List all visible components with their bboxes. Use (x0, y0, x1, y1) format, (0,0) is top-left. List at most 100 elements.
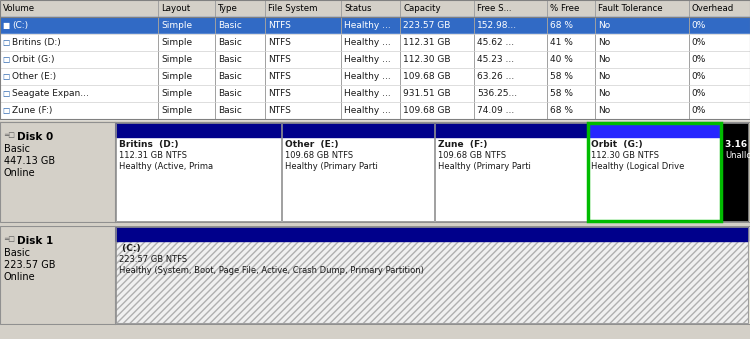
Text: Other (E:): Other (E:) (12, 72, 56, 81)
Text: No: No (598, 106, 610, 115)
Text: ═□: ═□ (4, 236, 15, 242)
Text: Simple: Simple (161, 55, 192, 64)
Text: No: No (598, 55, 610, 64)
Bar (0, 0, 750, 17)
Text: Healthy ...: Healthy ... (344, 106, 391, 115)
Bar (722, 123, 748, 221)
Bar (0, 226, 750, 324)
Text: Healthy (Primary Parti: Healthy (Primary Parti (285, 162, 378, 171)
Bar (0, 226, 750, 324)
Text: 68 %: 68 % (550, 21, 573, 30)
Text: ■: ■ (2, 21, 9, 30)
Text: Volume: Volume (3, 4, 35, 13)
Bar (0, 68, 750, 85)
Bar (116, 227, 748, 323)
Text: 0%: 0% (692, 106, 706, 115)
Text: Online: Online (4, 272, 36, 282)
Text: 63.26 ...: 63.26 ... (477, 72, 514, 81)
Bar (116, 123, 280, 221)
Text: Capacity: Capacity (404, 4, 441, 13)
Bar (116, 227, 748, 323)
Bar (0, 85, 750, 102)
Bar (0, 0, 750, 119)
Text: 109.68 GB NTFS: 109.68 GB NTFS (438, 151, 506, 160)
Text: Basic: Basic (4, 248, 30, 258)
Text: 536.25...: 536.25... (477, 89, 517, 98)
Text: 109.68 GB: 109.68 GB (404, 106, 451, 115)
Text: 0%: 0% (692, 38, 706, 47)
Bar (435, 123, 587, 137)
Bar (0, 102, 750, 119)
Text: Orbit  (G:): Orbit (G:) (591, 140, 643, 149)
Text: Healthy (Active, Prima: Healthy (Active, Prima (119, 162, 213, 171)
Text: NTFS: NTFS (268, 72, 291, 81)
Text: (C:): (C:) (12, 21, 28, 30)
Text: Healthy ...: Healthy ... (344, 38, 391, 47)
Text: Zune (F:): Zune (F:) (12, 106, 53, 115)
Text: Healthy ...: Healthy ... (344, 21, 391, 30)
Text: Basic: Basic (218, 89, 242, 98)
Text: Fault Tolerance: Fault Tolerance (598, 4, 663, 13)
Text: Healthy (Primary Parti: Healthy (Primary Parti (438, 162, 531, 171)
Text: 68 %: 68 % (550, 106, 573, 115)
Text: 74.09 ...: 74.09 ... (477, 106, 514, 115)
Text: Simple: Simple (161, 72, 192, 81)
Text: Disk 0: Disk 0 (17, 132, 53, 142)
Text: 112.31 GB: 112.31 GB (404, 38, 451, 47)
Text: 0%: 0% (692, 55, 706, 64)
Text: % Free: % Free (550, 4, 580, 13)
Bar (588, 123, 722, 221)
Text: No: No (598, 38, 610, 47)
Text: 45.23 ...: 45.23 ... (477, 55, 514, 64)
Text: 152.98...: 152.98... (477, 21, 517, 30)
Text: Basic: Basic (4, 144, 30, 154)
Text: Orbit (G:): Orbit (G:) (12, 55, 55, 64)
Text: □: □ (2, 89, 9, 98)
Text: □: □ (2, 72, 9, 81)
Text: Basic: Basic (218, 38, 242, 47)
Text: Disk 1: Disk 1 (17, 236, 53, 246)
Text: No: No (598, 89, 610, 98)
Text: □: □ (2, 106, 9, 115)
Bar (116, 227, 748, 241)
Text: Healthy ...: Healthy ... (344, 89, 391, 98)
Bar (282, 123, 434, 221)
Text: Simple: Simple (161, 38, 192, 47)
Text: Healthy (System, Boot, Page File, Active, Crash Dump, Primary Partition): Healthy (System, Boot, Page File, Active… (119, 266, 424, 275)
Text: Healthy ...: Healthy ... (344, 55, 391, 64)
Text: No: No (598, 72, 610, 81)
Text: 58 %: 58 % (550, 72, 573, 81)
Bar (588, 123, 722, 221)
Text: Layout: Layout (161, 4, 190, 13)
Text: (C:): (C:) (119, 244, 141, 253)
Bar (282, 123, 434, 137)
Text: Basic: Basic (218, 106, 242, 115)
Text: □: □ (2, 38, 9, 47)
Bar (116, 123, 280, 137)
Text: Overhead: Overhead (692, 4, 734, 13)
Bar (0, 122, 750, 222)
Text: Simple: Simple (161, 106, 192, 115)
Text: 58 %: 58 % (550, 89, 573, 98)
Text: 223.57 GB: 223.57 GB (4, 260, 55, 270)
Bar (282, 123, 434, 221)
Text: 45.62 ...: 45.62 ... (477, 38, 514, 47)
Text: Simple: Simple (161, 21, 192, 30)
Text: NTFS: NTFS (268, 21, 291, 30)
Bar (0, 122, 115, 222)
Text: NTFS: NTFS (268, 38, 291, 47)
Text: NTFS: NTFS (268, 89, 291, 98)
Text: Status: Status (344, 4, 372, 13)
Text: 40 %: 40 % (550, 55, 573, 64)
Text: No: No (598, 21, 610, 30)
Text: 223.57 GB: 223.57 GB (404, 21, 451, 30)
Text: Seagate Expan...: Seagate Expan... (12, 89, 88, 98)
Bar (116, 123, 280, 221)
Text: Healthy (Logical Drive: Healthy (Logical Drive (591, 162, 685, 171)
Bar (0, 34, 750, 51)
Bar (0, 0, 750, 119)
Text: 3.16 GB: 3.16 GB (725, 140, 750, 149)
Bar (435, 123, 587, 221)
Text: File System: File System (268, 4, 317, 13)
Text: Type: Type (218, 4, 238, 13)
